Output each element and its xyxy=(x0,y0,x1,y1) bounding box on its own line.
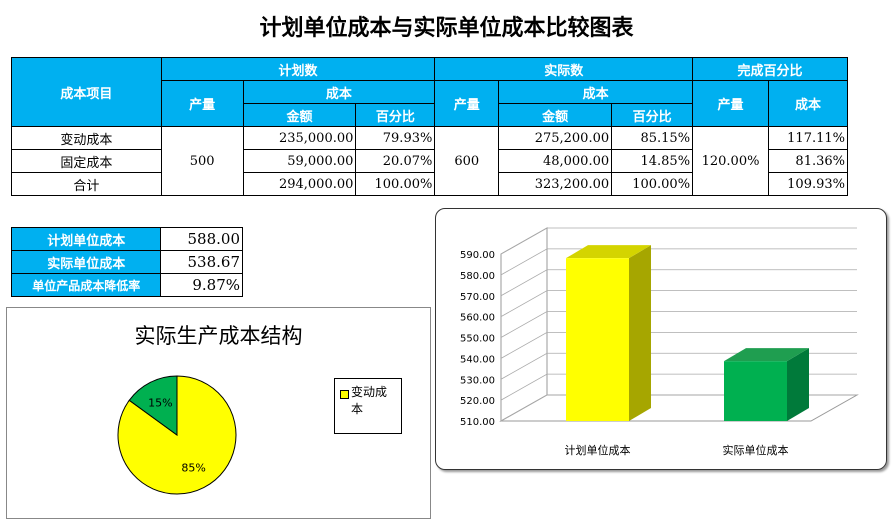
bar xyxy=(724,361,787,421)
pie-slice xyxy=(128,375,178,436)
summary-label: 单位产品成本降低率 xyxy=(10,273,162,297)
y-tick-label: 520.00 xyxy=(460,396,495,407)
plan-amount: 294,000.00 xyxy=(242,172,357,196)
row-item: 固定成本 xyxy=(11,149,162,173)
cost-completion: 81.36% xyxy=(768,149,848,173)
plan-output: 500 xyxy=(160,126,244,196)
header-cost: 成本 xyxy=(242,80,436,104)
plan-amount: 235,000.00 xyxy=(242,126,357,150)
cost-completion: 109.93% xyxy=(768,172,848,196)
bar-chart: 510.00 520.00 530.00 540.00 550.00 560.00 570.… xyxy=(435,208,887,470)
y-tick-label: 560.00 xyxy=(460,313,495,324)
gridline xyxy=(500,269,857,297)
header-output: 产量 xyxy=(434,80,500,127)
gridline xyxy=(500,290,857,317)
header-cost: 成本 xyxy=(768,80,848,127)
x-tick-label: 计划单位成本 xyxy=(565,443,631,457)
summary-label: 计划单位成本 xyxy=(10,227,162,251)
bar-side xyxy=(787,348,809,421)
header-percent: 百分比 xyxy=(611,103,694,127)
row-item: 变动成本 xyxy=(11,126,162,150)
summary-label: 实际单位成本 xyxy=(10,250,162,274)
pie-title: 实际生产成本结构 xyxy=(134,324,303,348)
pie-legend: 变动成本 xyxy=(334,378,402,434)
pie-svg: 85% 15% xyxy=(117,375,237,495)
header-percent: 百分比 xyxy=(355,103,436,127)
actual-output: 600 xyxy=(434,126,500,196)
y-tick-label: 580.00 xyxy=(460,271,495,282)
header-item: 成本项目 xyxy=(11,57,162,127)
pie-data-label: 15% xyxy=(148,396,172,409)
gridline xyxy=(500,331,857,359)
legend-swatch xyxy=(340,390,349,399)
table-row: 变动成本 500 235,000.00 79.93% 600 275,200.00 85.1… xyxy=(11,126,848,196)
bar xyxy=(566,258,629,421)
plan-pct: 100.00% xyxy=(355,172,436,196)
cost-completion: 117.11% xyxy=(768,126,848,150)
y-tick-label: 530.00 xyxy=(460,375,495,386)
bar-side xyxy=(629,245,651,421)
y-tick-label: 550.00 xyxy=(460,334,495,345)
actual-amount: 275,200.00 xyxy=(498,126,613,150)
cost-comparison-table: 成本项目 计划数 实际数 完成百分比 产量 成本 产量 成本 产量 成本 金额 百分比 金额 百分比 … xyxy=(11,57,848,196)
pie-slice xyxy=(117,375,237,495)
page-title: 计划单位成本与实际单位成本比较图表 xyxy=(259,15,634,41)
bar-svg: 510.00 520.00 530.00 540.00 550.00 560.00 570.… xyxy=(460,227,859,457)
bar-top xyxy=(724,348,809,362)
y-tick-label: 570.00 xyxy=(460,292,495,303)
table-row: 合计 294,000.00 100.00% 323,200.00 100.00% 109.… xyxy=(11,172,848,196)
header-amount: 金额 xyxy=(242,103,357,127)
actual-amount: 48,000.00 xyxy=(498,149,613,173)
summary-table: 计划单位成本 588.00 实际单位成本 538.67 单位产品成本降低率 9.87% xyxy=(10,227,243,297)
gridline xyxy=(500,248,857,276)
plan-pct: 79.93% xyxy=(355,126,436,150)
header-output: 产量 xyxy=(160,80,244,127)
summary-value: 538.67 xyxy=(160,250,243,274)
summary-value: 588.00 xyxy=(160,227,243,251)
actual-pct: 14.85% xyxy=(611,149,694,173)
header-cost: 成本 xyxy=(498,80,694,104)
table-row: 固定成本 59,000.00 20.07% 48,000.00 14.85% 81.36% xyxy=(11,149,848,173)
output-completion: 120.00% xyxy=(692,126,770,196)
header-actual: 实际数 xyxy=(434,57,694,81)
actual-amount: 323,200.00 xyxy=(498,172,613,196)
summary-value: 9.87% xyxy=(160,273,243,297)
pie-data-label: 85% xyxy=(181,462,205,475)
actual-pct: 100.00% xyxy=(611,172,694,196)
y-tick-label: 590.00 xyxy=(460,250,495,261)
header-completion: 完成百分比 xyxy=(692,57,848,81)
header-plan: 计划数 xyxy=(160,57,436,81)
plan-pct: 20.07% xyxy=(355,149,436,173)
gridline xyxy=(500,227,857,255)
bar-top xyxy=(566,245,651,259)
actual-pct: 85.15% xyxy=(611,126,694,150)
row-item: 合计 xyxy=(11,172,162,196)
x-tick-label: 实际单位成本 xyxy=(723,443,789,457)
y-tick-label: 540.00 xyxy=(460,354,495,365)
gridline xyxy=(500,311,857,338)
pie-chart: 实际生产成本结构 85% 15% 变动成本 xyxy=(6,307,431,519)
legend-label: 变动成本 xyxy=(351,385,388,416)
header-output: 产量 xyxy=(692,80,770,127)
y-tick-label: 510.00 xyxy=(460,417,495,428)
plan-amount: 59,000.00 xyxy=(242,149,357,173)
header-amount: 金额 xyxy=(498,103,613,127)
